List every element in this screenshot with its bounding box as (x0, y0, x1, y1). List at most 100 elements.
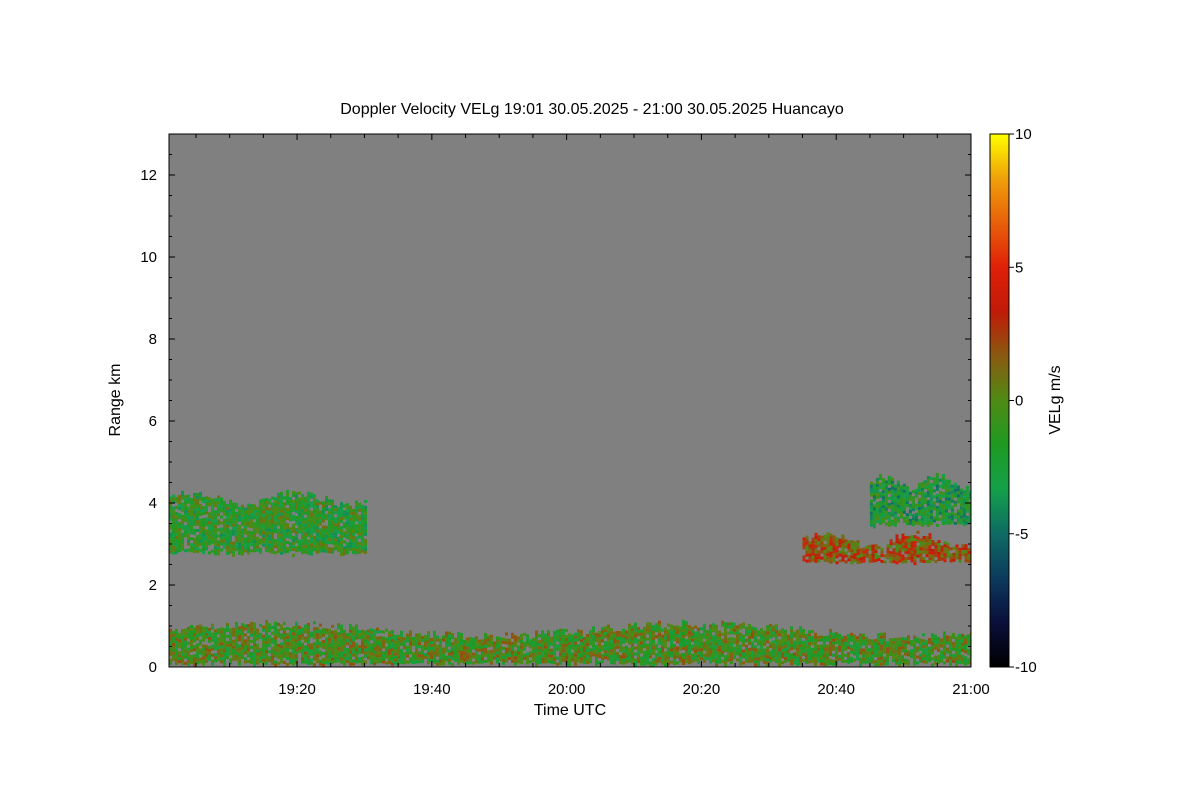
echo-cell (277, 546, 280, 550)
echo-cell (379, 651, 382, 654)
echo-cell (250, 654, 253, 658)
echo-cell (769, 629, 772, 633)
echo-cell (868, 553, 872, 557)
echo-cell (802, 628, 805, 632)
echo-cell (385, 652, 388, 656)
echo-cell (187, 527, 190, 531)
echo-cell (178, 549, 181, 553)
echo-cell (844, 638, 847, 642)
echo-cell (643, 636, 646, 639)
echo-cell (475, 654, 478, 658)
echo-cell (439, 659, 442, 663)
echo-cell (553, 634, 556, 638)
echo-cell (604, 647, 607, 651)
echo-cell (869, 484, 873, 488)
echo-cell (319, 531, 322, 535)
echo-cell (853, 643, 856, 647)
echo-cell (181, 650, 184, 654)
echo-cell (295, 531, 298, 535)
echo-cell (232, 514, 235, 518)
echo-cell (529, 642, 532, 646)
echo-cell (736, 637, 739, 641)
echo-cell (754, 630, 757, 634)
echo-cell (757, 651, 760, 655)
echo-cell (370, 628, 373, 632)
echo-cell (920, 505, 924, 509)
echo-cell (892, 638, 895, 642)
echo-cell (793, 646, 796, 650)
echo-cell (352, 512, 355, 515)
echo-cell (214, 638, 217, 642)
echo-cell (896, 501, 900, 505)
echo-cell (226, 656, 229, 659)
echo-cell (796, 662, 799, 666)
echo-cell (878, 515, 882, 519)
echo-cell (184, 549, 187, 553)
echo-cell (244, 642, 247, 646)
echo-cell (799, 659, 802, 663)
echo-cell (841, 638, 844, 642)
echo-cell (346, 654, 349, 658)
echo-cell (424, 641, 427, 645)
echo-cell (184, 534, 187, 538)
echo-cell (439, 650, 442, 654)
echo-cell (697, 633, 700, 637)
echo-cell (289, 542, 292, 546)
echo-cell (916, 637, 919, 641)
echo-cell (313, 657, 316, 661)
echo-cell (877, 633, 880, 637)
echo-cell (670, 627, 673, 631)
echo-cell (697, 657, 700, 661)
echo-cell (250, 537, 253, 541)
echo-cell (286, 517, 289, 520)
echo-cell (262, 498, 265, 502)
echo-cell (724, 649, 727, 653)
echo-cell (208, 524, 211, 528)
echo-cell (841, 537, 845, 541)
echo-cell (814, 632, 817, 636)
echo-cell (811, 558, 815, 562)
echo-cell (274, 509, 277, 513)
echo-cell (826, 541, 830, 545)
echo-cell (193, 504, 196, 508)
echo-cell (199, 630, 202, 634)
echo-cell (277, 643, 280, 647)
echo-cell (169, 628, 172, 632)
echo-cell (232, 541, 235, 545)
echo-cell (376, 651, 379, 655)
echo-cell (460, 648, 463, 651)
echo-cell (214, 552, 217, 556)
echo-cell (751, 650, 754, 654)
echo-cell (895, 537, 899, 541)
echo-cell (238, 509, 241, 513)
echo-cell (229, 631, 232, 635)
echo-cell (364, 529, 367, 533)
echo-cell (292, 650, 295, 654)
echo-cell (643, 630, 646, 633)
echo-cell (262, 646, 265, 650)
echo-cell (817, 635, 820, 639)
echo-cell (880, 554, 884, 557)
echo-cell (841, 534, 845, 538)
echo-cell (328, 652, 331, 656)
echo-cell (568, 651, 571, 655)
echo-cell (586, 637, 589, 640)
echo-cell (962, 490, 966, 494)
echo-cell (965, 497, 969, 501)
echo-cell (913, 635, 916, 639)
echo-cell (691, 635, 694, 639)
echo-cell (917, 489, 921, 492)
echo-cell (763, 660, 766, 664)
echo-cell (649, 637, 652, 641)
echo-cell (256, 634, 259, 638)
echo-cell (871, 648, 874, 652)
echo-cell (280, 533, 283, 537)
echo-cell (364, 541, 367, 545)
echo-cell (724, 631, 727, 635)
echo-cell (802, 537, 806, 541)
echo-cell (700, 639, 703, 643)
echo-cell (878, 500, 882, 504)
echo-cell (325, 649, 328, 653)
echo-cell (646, 661, 649, 665)
echo-cell (823, 648, 826, 651)
